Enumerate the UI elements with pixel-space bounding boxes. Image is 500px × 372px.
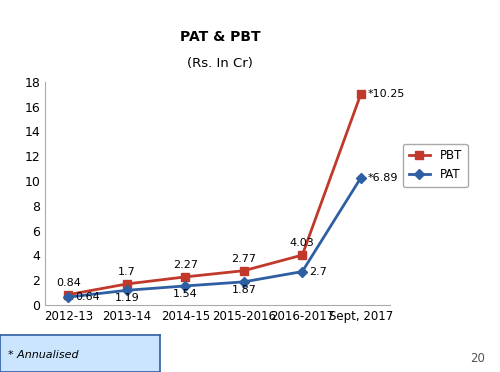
Text: 4.03: 4.03 <box>290 238 314 248</box>
Text: 0.64: 0.64 <box>76 292 100 302</box>
Legend: PBT, PAT: PBT, PAT <box>403 144 468 187</box>
Text: PAT & PBT: PAT & PBT <box>180 30 260 44</box>
Text: 0.84: 0.84 <box>56 278 81 288</box>
Text: 2.77: 2.77 <box>232 254 256 264</box>
Text: *10.25: *10.25 <box>368 89 405 99</box>
Text: 1.87: 1.87 <box>232 285 256 295</box>
Text: 2.27: 2.27 <box>173 260 198 270</box>
Text: 1.7: 1.7 <box>118 267 136 277</box>
Text: 1.19: 1.19 <box>114 294 139 303</box>
Text: 2.7: 2.7 <box>310 267 327 276</box>
Text: (Rs. In Cr): (Rs. In Cr) <box>187 57 253 70</box>
Text: 1.54: 1.54 <box>173 289 198 299</box>
Text: * Annualised: * Annualised <box>8 350 78 360</box>
Text: 20: 20 <box>470 352 485 365</box>
Text: *6.89: *6.89 <box>368 173 398 183</box>
